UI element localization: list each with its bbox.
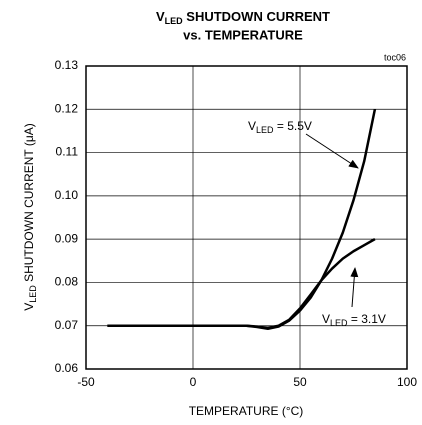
label-part: V <box>322 312 330 326</box>
y-tick-label: 0.09 <box>55 231 79 245</box>
label-part: V <box>22 303 36 311</box>
label-sub: LED <box>256 125 274 135</box>
y-tick-label: 0.10 <box>55 188 79 202</box>
y-tick-label: 0.12 <box>55 101 79 115</box>
y-tick-label: 0.13 <box>55 58 79 72</box>
chart-title: VLED SHUTDOWN CURRENT <box>156 9 330 26</box>
title-sub: LED <box>165 16 184 26</box>
annotation-arrow <box>305 133 359 169</box>
x-axis-label: TEMPERATURE (°C) <box>189 404 304 418</box>
annotation-arrow <box>350 267 359 308</box>
series-line <box>107 109 377 330</box>
y-axis-label: VLED SHUTDOWN CURRENT (μA) <box>22 123 38 311</box>
series-line <box>107 238 376 330</box>
label-part: = 3.1V <box>348 312 386 326</box>
x-tick-label: -50 <box>77 375 95 389</box>
label-part: SHUTDOWN CURRENT (μA) <box>22 123 36 285</box>
label-sub: LED <box>28 285 38 303</box>
x-tick-label: 50 <box>293 375 307 389</box>
x-tick-label: 100 <box>397 375 417 389</box>
label-part: = 5.5V <box>274 119 312 133</box>
y-tick-label: 0.07 <box>55 318 79 332</box>
label-part: V <box>248 119 256 133</box>
title-part: SHUTDOWN CURRENT <box>183 9 330 24</box>
chart-subtitle: vs. TEMPERATURE <box>183 27 303 42</box>
y-tick-label: 0.08 <box>55 275 79 289</box>
y-tick-label: 0.11 <box>56 145 79 159</box>
label-sub: LED <box>330 318 348 328</box>
x-tick-label: 0 <box>190 375 197 389</box>
series-label: VLED = 3.1V <box>322 312 386 328</box>
plot-frame <box>85 65 408 370</box>
y-tick-label: 0.06 <box>55 361 79 375</box>
title-part: V <box>156 9 165 24</box>
series-label: VLED = 5.5V <box>248 119 312 135</box>
note: toc06 <box>384 52 406 62</box>
